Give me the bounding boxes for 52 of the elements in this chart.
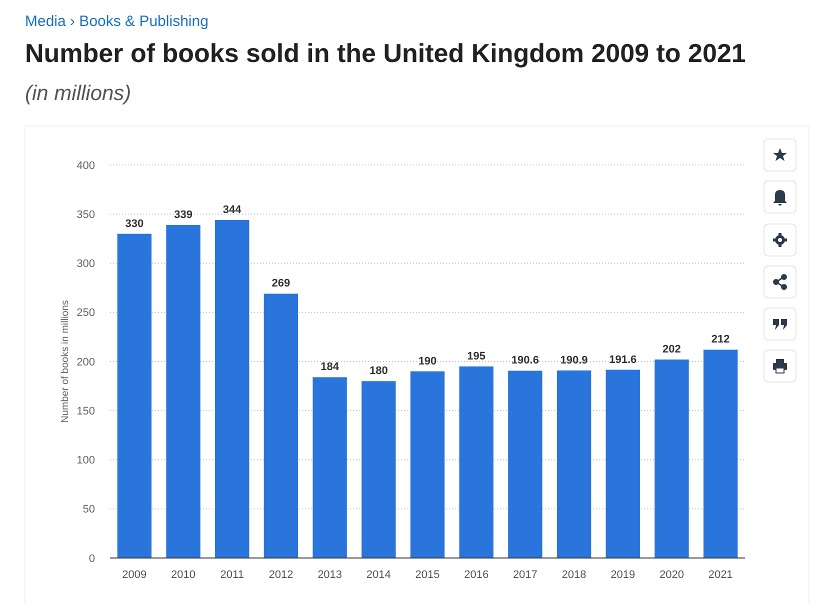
data-label: 184: [320, 361, 340, 374]
bar: [117, 234, 152, 558]
bar: [264, 294, 298, 558]
y-tick-label: 400: [76, 160, 95, 172]
data-label: 202: [662, 344, 681, 356]
bar: [215, 220, 250, 558]
y-tick-label: 0: [88, 552, 95, 565]
x-tick-label: 2012: [268, 569, 294, 581]
x-tick-label: 2020: [659, 569, 684, 581]
data-label: 269: [272, 278, 290, 290]
data-label: 190: [418, 355, 437, 368]
data-label: 212: [711, 334, 730, 346]
y-tick-label: 300: [76, 258, 95, 270]
bar: [606, 370, 640, 558]
x-tick-label: 2017: [512, 569, 538, 581]
bar: [459, 366, 494, 558]
x-tick-label: 2015: [415, 569, 440, 581]
data-label: 180: [369, 365, 388, 378]
chart-subtitle: (in millions): [25, 82, 132, 105]
x-tick-label: 2014: [366, 569, 391, 581]
data-label: 330: [125, 218, 144, 230]
y-tick-label: 350: [76, 208, 95, 221]
y-tick-label: 100: [76, 454, 95, 467]
y-tick-label: 250: [76, 307, 95, 320]
chart-title: Number of books sold in the United Kingdom 2009 to 2021: [25, 38, 746, 68]
y-tick-label: 150: [76, 405, 95, 418]
bar: [362, 381, 396, 558]
x-tick-label: 2011: [220, 569, 244, 581]
data-label: 190.6: [511, 354, 539, 367]
x-tick-label: 2021: [708, 569, 733, 581]
bar: [166, 224, 200, 558]
data-label: 191.6: [609, 354, 637, 366]
bar: [654, 360, 689, 558]
y-tick-label: 200: [76, 356, 95, 368]
data-label: 190.9: [560, 354, 588, 366]
x-tick-label: 2013: [318, 569, 342, 581]
bar: [508, 370, 542, 558]
data-label: 195: [467, 350, 486, 362]
bar: [556, 370, 592, 558]
bar: [703, 350, 738, 558]
x-tick-label: 2018: [562, 569, 586, 581]
x-tick-label: 2009: [122, 569, 147, 581]
text: Media › Books & Publishing: [25, 13, 208, 30]
x-tick-label: 2016: [464, 569, 489, 581]
y-axis-title: Number of books in millions: [60, 300, 71, 423]
y-tick-label: 50: [82, 504, 95, 516]
bar: [410, 371, 445, 558]
data-label: 339: [174, 208, 192, 221]
x-tick-label: 2019: [610, 569, 636, 581]
bar: [312, 377, 347, 558]
data-label: 344: [222, 204, 242, 216]
x-tick-label: 2010: [171, 569, 196, 581]
